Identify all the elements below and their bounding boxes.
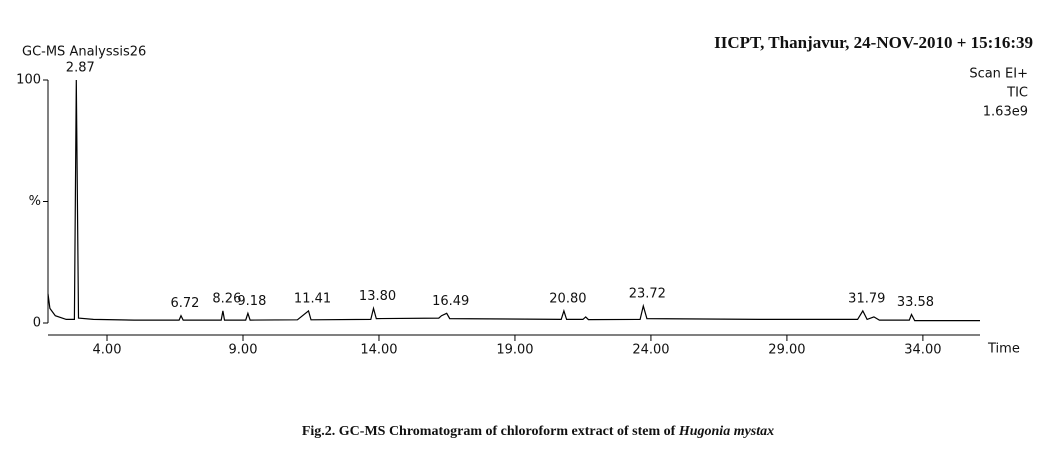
caption-text: Fig.2. GC-MS Chromatogram of chloroform … (302, 424, 676, 439)
x-tick-label: 14.00 (360, 343, 397, 358)
chromatogram-line (47, 79, 980, 322)
x-tick-label: 34.00 (904, 343, 941, 358)
y-tick-label: 0 (33, 316, 41, 331)
peak-label: 2.87 (66, 61, 95, 76)
peak-label: 20.80 (549, 291, 586, 306)
info: TIC (1006, 86, 1028, 101)
y-tick-label: % (29, 194, 41, 209)
peak-label: 13.80 (359, 289, 396, 304)
x-tick-label: 29.00 (768, 343, 805, 358)
x-tick-label: 24.00 (632, 343, 669, 358)
x-tick-label: 4.00 (93, 343, 122, 358)
peak-label: 23.72 (629, 286, 666, 301)
x-axis-label: Time (987, 342, 1020, 357)
peak-label: 6.72 (171, 296, 200, 311)
peak-label: 33.58 (897, 295, 934, 310)
peak-label: 31.79 (848, 291, 885, 306)
caption-species: Hugonia mystax (678, 424, 774, 439)
chart-title: GC-MS Analyssis26 (22, 45, 146, 60)
y-tick-label: 100 (16, 73, 41, 88)
x-tick-label: 9.00 (229, 343, 258, 358)
header: IICPT, Thanjavur, 24-NOV-2010 + 15:16:39 (714, 33, 1033, 52)
peak-label: 11.41 (294, 291, 331, 306)
caption: Fig.2. GC-MS Chromatogram of chloroform … (302, 424, 774, 439)
x-tick-label: 19.00 (496, 343, 533, 358)
peak-label: 8.26 (212, 291, 241, 306)
info: Scan EI+ (969, 67, 1028, 82)
info: 1.63e9 (983, 105, 1028, 120)
peak-label: 9.18 (237, 294, 266, 309)
peak-label: 16.49 (432, 294, 469, 309)
